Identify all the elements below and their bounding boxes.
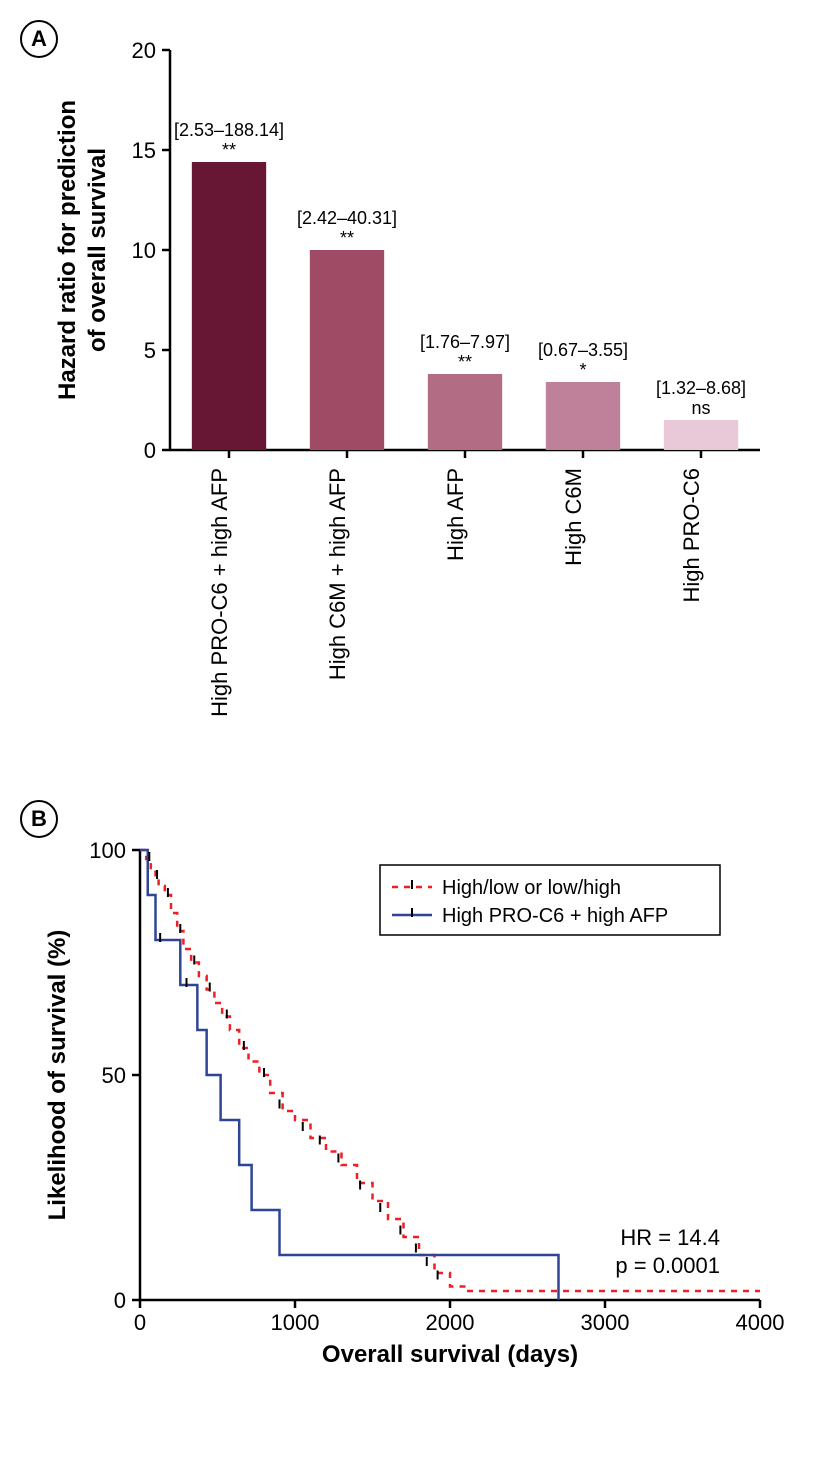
svg-text:[0.67–3.55]: [0.67–3.55]: [538, 340, 628, 360]
svg-text:**: **: [458, 352, 472, 372]
svg-text:1000: 1000: [271, 1310, 320, 1335]
svg-text:High/low or low/high: High/low or low/high: [442, 877, 621, 899]
svg-text:HR = 14.4: HR = 14.4: [620, 1225, 720, 1250]
svg-text:[2.42–40.31]: [2.42–40.31]: [297, 208, 397, 228]
svg-text:0: 0: [134, 1310, 146, 1335]
panel-b-letter: B: [31, 806, 47, 832]
svg-text:2000: 2000: [426, 1310, 475, 1335]
panel-a-label: A: [20, 20, 58, 58]
panel-a: A 0 5 10 15 20 Hazard ratio for predictionof …: [20, 20, 802, 760]
svg-text:High PRO-C6 + high AFP: High PRO-C6 + high AFP: [442, 905, 668, 927]
svg-text:[1.32–8.68]: [1.32–8.68]: [656, 378, 746, 398]
panel-b: B 05010001000200030004000Likelihood of s…: [20, 800, 802, 1400]
svg-text:p = 0.0001: p = 0.0001: [615, 1253, 720, 1278]
svg-text:5: 5: [144, 338, 156, 363]
svg-text:4000: 4000: [736, 1310, 785, 1335]
svg-text:Hazard ratio for prediction: Hazard ratio for prediction: [54, 100, 81, 400]
svg-text:100: 100: [89, 838, 126, 863]
svg-text:[2.53–188.14]: [2.53–188.14]: [174, 120, 284, 140]
svg-text:High C6M + high AFP: High C6M + high AFP: [325, 468, 350, 680]
svg-text:**: **: [222, 140, 236, 160]
survival-chart: 05010001000200030004000Likelihood of sur…: [20, 800, 802, 1400]
svg-text:High AFP: High AFP: [443, 468, 468, 561]
svg-text:**: **: [340, 228, 354, 248]
svg-text:10: 10: [132, 238, 156, 263]
svg-text:3000: 3000: [581, 1310, 630, 1335]
svg-text:of overall survival: of overall survival: [84, 148, 111, 352]
svg-text:0: 0: [144, 438, 156, 463]
svg-text:Likelihood of survival (%): Likelihood of survival (%): [44, 930, 71, 1221]
bar-chart: 0 5 10 15 20 Hazard ratio for predictionof ov…: [20, 20, 802, 760]
svg-text:*: *: [579, 360, 586, 380]
svg-text:20: 20: [132, 38, 156, 63]
svg-text:High PRO-C6: High PRO-C6: [679, 468, 704, 602]
svg-text:High PRO-C6 + high AFP: High PRO-C6 + high AFP: [207, 468, 232, 717]
svg-text:High C6M: High C6M: [561, 468, 586, 566]
panel-a-letter: A: [31, 26, 47, 52]
svg-text:[1.76–7.97]: [1.76–7.97]: [420, 332, 510, 352]
svg-text:Overall survival (days): Overall survival (days): [322, 1341, 578, 1368]
panel-b-label: B: [20, 800, 58, 838]
svg-text:0: 0: [114, 1288, 126, 1313]
svg-text:15: 15: [132, 138, 156, 163]
svg-text:50: 50: [102, 1063, 126, 1088]
svg-text:ns: ns: [691, 398, 710, 418]
